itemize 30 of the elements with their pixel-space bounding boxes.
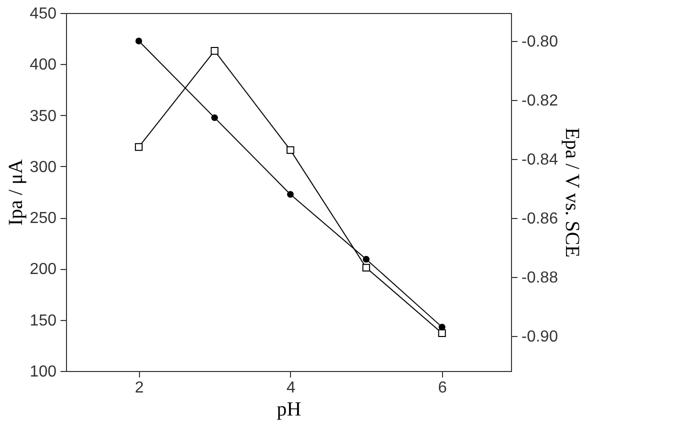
point: [211, 114, 218, 122]
x-tick-label: 4: [286, 380, 296, 396]
y2-axis-title: Epa / V vs. SCE: [560, 128, 583, 258]
y2-tick-label: -0.82: [522, 92, 558, 110]
point: [134, 143, 143, 151]
y2-tick-label: -0.80: [522, 34, 558, 51]
y-tick-label: 450: [30, 6, 57, 22]
y2-tick-label: -0.86: [522, 210, 558, 228]
y-tick-label: 400: [30, 56, 57, 74]
x-axis-title: pH: [276, 398, 302, 420]
y-tick-label: 150: [30, 312, 57, 330]
y-axis-title: Ipa / μA: [4, 158, 27, 226]
y-tick-label: 350: [30, 108, 57, 125]
point: [210, 46, 218, 55]
y2-tick-label: -0.84: [522, 151, 558, 168]
point: [287, 191, 294, 198]
point: [362, 256, 370, 263]
x-tick-label: 6: [438, 380, 448, 396]
y2-tick-label: -0.90: [522, 328, 558, 346]
point: [135, 38, 142, 44]
y-tick-label: 200: [30, 261, 57, 278]
point: [438, 329, 446, 338]
y-tick-label: 300: [30, 158, 57, 176]
y-tick-label: 100: [30, 364, 57, 380]
point: [438, 324, 446, 330]
y2-tick-label: -0.88: [522, 269, 558, 286]
point: [286, 146, 294, 154]
point: [362, 264, 370, 272]
x-tick-label: 2: [134, 380, 144, 396]
y-tick-label: 250: [30, 210, 57, 228]
